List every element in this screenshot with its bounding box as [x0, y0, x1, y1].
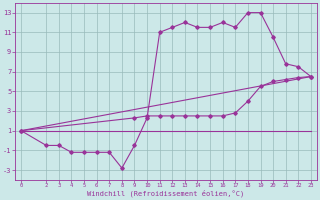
X-axis label: Windchill (Refroidissement éolien,°C): Windchill (Refroidissement éolien,°C) [87, 190, 244, 197]
